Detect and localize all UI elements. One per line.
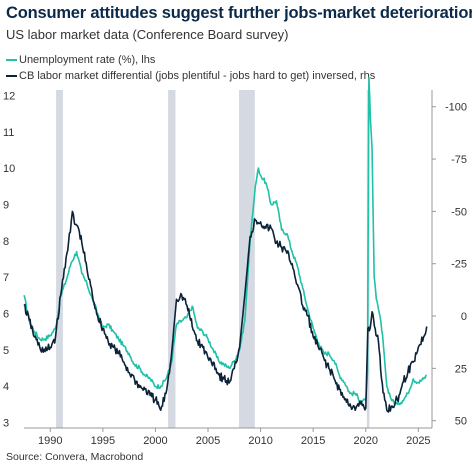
recession-band-0 [56,90,63,428]
y-right-tick-label-5: 25 [455,363,467,375]
x-tick-label-3: 2005 [196,435,220,447]
x-tick-label-2: 2000 [143,435,167,447]
y-left-tick-label-4: 7 [3,272,9,284]
y-right-tick-label-4: 0 [461,311,467,323]
y-left-tick-label-5: 8 [3,236,9,248]
y-left-tick-label-1: 4 [3,381,9,393]
series-line-differential [23,210,428,413]
y-left-tick-label-9: 12 [3,90,15,102]
legend-label-unemployment: Unemployment rate (%), lhs [19,54,156,66]
source-note: Source: Convera, Macrobond [6,451,144,463]
y-right-tick-label-6: 50 [455,416,467,428]
recession-band-1 [168,90,176,428]
y-right-tick-label-3: -25 [451,259,467,271]
recession-band-2 [239,90,255,428]
legend-item-differential: CB labor market differential (jobs plent… [6,68,375,84]
legend-swatch-unemployment [6,59,17,61]
x-tick-label-4: 2010 [248,435,272,447]
y-left-tick-label-6: 9 [3,199,9,211]
x-tick-label-6: 2020 [354,435,378,447]
chart-subtitle: US labor market data (Conference Board s… [6,27,289,42]
y-right-tick-label-1: -75 [451,154,467,166]
y-left-tick-label-0: 3 [3,418,9,430]
legend-label-differential: CB labor market differential (jobs plent… [19,70,376,82]
legend: Unemployment rate (%), lhs CB labor mark… [6,52,375,84]
y-left-tick-label-8: 11 [3,127,14,139]
y-left-tick-label-3: 6 [3,309,9,321]
legend-item-unemployment: Unemployment rate (%), lhs [6,52,375,68]
y-left-tick-label-2: 5 [3,345,9,357]
series-line-unemployment [23,76,427,406]
chart-title: Consumer attitudes suggest further jobs-… [6,4,472,22]
x-tick-label-0: 1990 [38,435,62,447]
y-right-tick-label-0: -100 [445,102,467,114]
x-tick-label-5: 2015 [301,435,325,447]
x-tick-label-1: 1995 [91,435,115,447]
legend-swatch-differential [6,75,17,77]
x-tick-label-7: 2025 [406,435,430,447]
y-left-tick-label-7: 10 [3,163,15,175]
y-right-tick-label-2: -50 [451,206,467,218]
